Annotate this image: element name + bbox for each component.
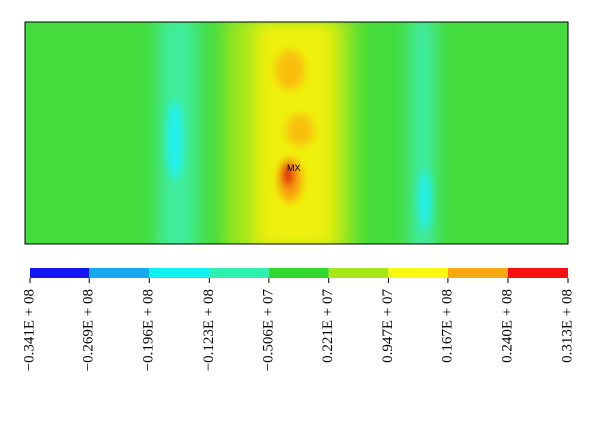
colorbar-band [30, 268, 90, 278]
annotation: MX [287, 163, 301, 173]
contour-field [25, 22, 568, 244]
colorbar-tick-label: 0.313E + 08 [559, 289, 575, 363]
colorbar-tick-label: 0.221E + 07 [320, 289, 336, 363]
colorbar-tick-label: 0.240E + 08 [499, 289, 515, 363]
colorbar-band [268, 268, 329, 278]
colorbar-tick-label: −0.341E + 08 [21, 289, 37, 371]
colorbar-band [328, 268, 389, 278]
colorbar-tick-label: −0.196E + 08 [141, 289, 157, 371]
colorbar-tick-label: −0.123E + 08 [201, 289, 217, 371]
colorbar-tick-label: −0.269E + 08 [81, 289, 97, 371]
colorbar-band [149, 268, 210, 278]
colorbar-band [209, 268, 269, 278]
colorbar-tick-label: 0.947E + 07 [380, 289, 396, 363]
colorbar-band [447, 268, 508, 278]
colorbar-band [388, 268, 448, 278]
colorbar-tick-label: 0.167E + 08 [439, 289, 455, 363]
colorbar-band [507, 268, 568, 278]
colorbar-tick-label: −0.506E + 07 [260, 289, 276, 372]
plot-frame [24, 21, 569, 245]
colorbar-band [89, 268, 150, 278]
